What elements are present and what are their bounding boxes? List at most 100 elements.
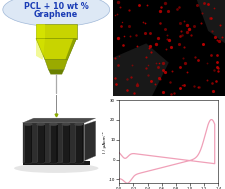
Point	[143, 21, 146, 24]
Point	[201, 43, 205, 46]
Point	[182, 83, 186, 86]
Point	[113, 77, 117, 80]
Point	[121, 20, 124, 23]
Point	[216, 66, 220, 69]
Point	[157, 76, 160, 79]
Point	[158, 78, 162, 81]
Polygon shape	[36, 39, 76, 60]
Point	[215, 39, 219, 42]
Point	[136, 81, 139, 84]
Polygon shape	[75, 125, 83, 162]
Point	[182, 46, 186, 49]
Point	[180, 84, 183, 87]
Point	[147, 46, 151, 49]
Point	[215, 54, 218, 57]
Point	[178, 87, 182, 90]
Point	[148, 32, 152, 35]
Point	[210, 81, 214, 84]
Point	[178, 65, 181, 68]
Point	[158, 21, 162, 24]
Polygon shape	[24, 125, 32, 162]
Point	[171, 70, 174, 73]
Point	[192, 84, 196, 87]
Polygon shape	[112, 43, 169, 96]
Polygon shape	[37, 125, 38, 162]
Point	[116, 63, 119, 66]
Point	[144, 55, 148, 58]
Text: PCL + 10 wt %: PCL + 10 wt %	[24, 2, 89, 11]
Point	[137, 3, 140, 6]
Point	[187, 27, 191, 30]
Point	[113, 13, 117, 16]
Point	[200, 11, 203, 14]
Point	[206, 2, 210, 5]
Ellipse shape	[3, 0, 110, 26]
Point	[179, 29, 182, 33]
Polygon shape	[62, 125, 70, 162]
Point	[163, 28, 166, 31]
Polygon shape	[49, 125, 58, 162]
Point	[192, 24, 196, 27]
Point	[119, 24, 122, 27]
Ellipse shape	[74, 159, 83, 164]
Point	[145, 3, 149, 6]
Point	[161, 91, 165, 94]
Point	[144, 32, 147, 35]
Polygon shape	[49, 125, 51, 162]
Point	[199, 21, 203, 24]
Point	[146, 64, 150, 67]
Ellipse shape	[24, 123, 32, 126]
Polygon shape	[182, 0, 225, 43]
Polygon shape	[31, 125, 32, 162]
Polygon shape	[65, 39, 77, 60]
Point	[155, 61, 158, 64]
Point	[162, 61, 165, 64]
Polygon shape	[36, 24, 45, 39]
Point	[185, 70, 189, 74]
Polygon shape	[22, 118, 96, 123]
Polygon shape	[22, 123, 84, 163]
Ellipse shape	[36, 159, 45, 164]
Point	[128, 35, 131, 38]
Polygon shape	[62, 125, 63, 162]
Point	[117, 54, 120, 57]
Point	[169, 92, 173, 95]
Point	[177, 5, 181, 9]
Point	[121, 44, 124, 47]
Point	[165, 34, 168, 37]
Point	[135, 45, 139, 48]
Point	[149, 51, 153, 54]
Point	[135, 84, 138, 87]
Point	[180, 34, 184, 37]
Point	[211, 89, 215, 92]
Point	[166, 9, 170, 12]
Polygon shape	[84, 121, 96, 161]
Point	[183, 61, 187, 64]
Polygon shape	[37, 125, 45, 162]
Polygon shape	[36, 24, 76, 39]
Point	[125, 88, 129, 91]
Text: Graphene: Graphene	[34, 10, 78, 19]
Point	[213, 36, 216, 39]
Ellipse shape	[14, 163, 99, 173]
Point	[196, 3, 199, 6]
Point	[212, 7, 216, 10]
Ellipse shape	[36, 123, 45, 126]
Ellipse shape	[49, 159, 58, 164]
Point	[126, 77, 129, 80]
Ellipse shape	[74, 123, 83, 126]
Polygon shape	[81, 125, 83, 162]
Point	[149, 79, 153, 82]
Point	[212, 68, 216, 71]
Point	[220, 36, 224, 39]
Point	[165, 38, 169, 41]
Polygon shape	[45, 60, 68, 69]
Point	[128, 9, 131, 12]
Point	[130, 75, 133, 78]
Point	[156, 36, 160, 39]
Point	[189, 33, 192, 36]
Point	[193, 56, 196, 59]
Ellipse shape	[62, 159, 70, 164]
Point	[161, 69, 164, 72]
Point	[158, 10, 162, 13]
